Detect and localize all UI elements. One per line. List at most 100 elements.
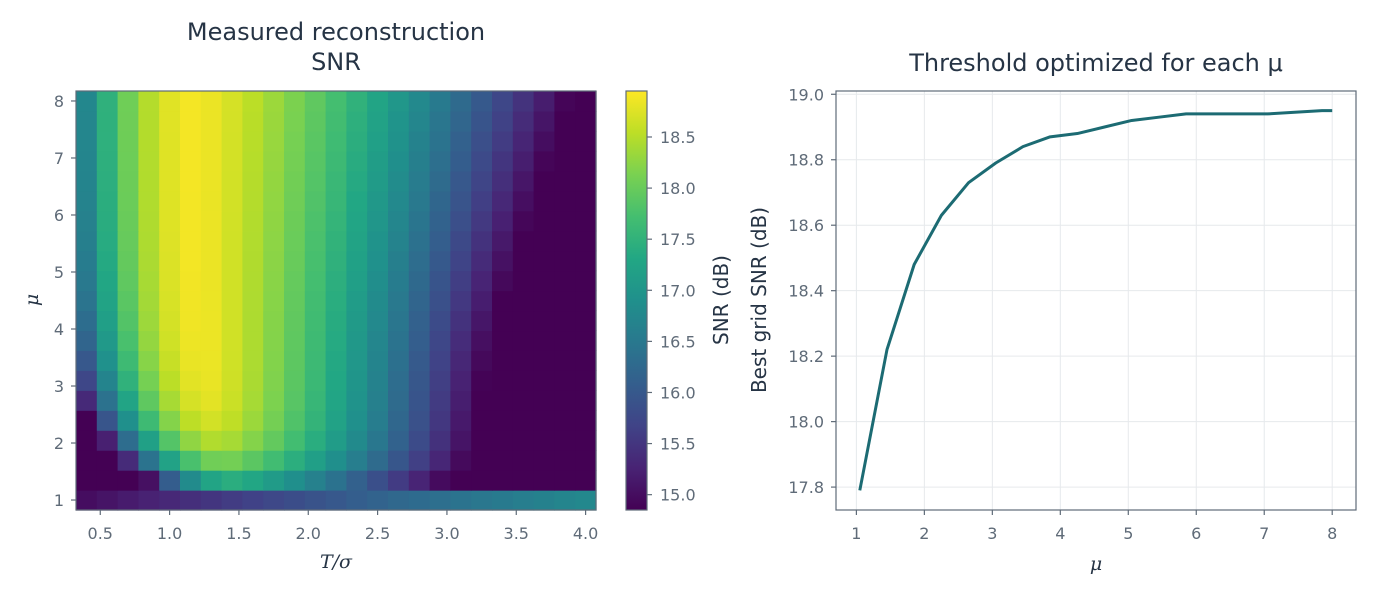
heatmap-cell xyxy=(450,270,472,292)
heatmap-cell xyxy=(96,190,119,212)
heatmap-cell xyxy=(554,130,576,152)
line-x-tick-label: 5 xyxy=(1123,524,1133,543)
heatmap-cell xyxy=(533,110,555,132)
line-x-tick-label: 2 xyxy=(919,524,929,543)
heatmap-cell xyxy=(575,230,597,252)
heatmap-cell xyxy=(492,110,514,132)
heatmap-cell xyxy=(575,310,597,332)
heatmap-cell xyxy=(429,350,451,371)
heatmap-cell xyxy=(117,330,139,351)
heatmap-cell xyxy=(325,170,347,192)
heatmap-cell xyxy=(325,390,347,411)
heatmap-cell xyxy=(159,91,181,112)
heatmap-cell xyxy=(304,490,327,511)
heatmap-cell xyxy=(138,270,160,292)
heatmap-cell xyxy=(284,290,306,312)
heatmap-cell xyxy=(450,350,472,371)
heatmap-cell xyxy=(96,350,119,371)
heatmap-cell xyxy=(76,230,98,252)
heatmap-cell xyxy=(263,450,285,471)
heatmap-cell xyxy=(200,270,223,292)
heatmap-cell xyxy=(575,470,597,491)
heatmap-cell xyxy=(159,110,181,132)
line-chart-x-axis-label: μ xyxy=(1090,553,1102,575)
heatmap-cell xyxy=(221,270,243,292)
heatmap-cell xyxy=(263,190,285,212)
heatmap-cell xyxy=(367,210,389,232)
heatmap-cell xyxy=(450,490,472,511)
heatmap-cell xyxy=(512,250,535,272)
heatmap-y-tick-label: 4 xyxy=(54,320,64,339)
line-x-tick-label: 1 xyxy=(851,524,861,543)
heatmap-cell xyxy=(408,410,431,431)
heatmap-cell xyxy=(159,210,181,232)
heatmap-cell xyxy=(138,210,160,232)
heatmap-cell xyxy=(408,350,431,371)
heatmap-cell xyxy=(263,290,285,312)
heatmap-cell xyxy=(96,390,119,411)
heatmap-x-tick-label: 4.0 xyxy=(573,524,598,543)
heatmap-cell xyxy=(471,410,493,431)
heatmap-cell xyxy=(138,370,160,391)
heatmap-cell xyxy=(429,210,451,232)
heatmap-cell xyxy=(263,350,285,371)
heatmap-cell xyxy=(263,490,285,511)
heatmap-cell xyxy=(512,150,535,172)
heatmap-cell xyxy=(367,450,389,471)
heatmap-cell xyxy=(533,230,555,252)
heatmap-cell xyxy=(346,150,368,172)
heatmap-cell xyxy=(492,450,514,471)
heatmap-cell xyxy=(450,210,472,232)
heatmap-cell xyxy=(76,390,98,411)
heatmap-cell xyxy=(284,430,306,451)
line-x-tick-label: 6 xyxy=(1191,524,1201,543)
heatmap-cell xyxy=(554,230,576,252)
heatmap-cell xyxy=(284,170,306,192)
heatmap-cell xyxy=(96,170,119,192)
line-chart-frame xyxy=(835,90,1357,511)
heatmap-cell xyxy=(450,230,472,252)
heatmap-cell xyxy=(117,210,139,232)
heatmap-cell xyxy=(117,130,139,152)
heatmap-cell xyxy=(96,210,119,232)
heatmap-cell xyxy=(263,250,285,272)
heatmap-cell xyxy=(429,130,451,152)
heatmap-cell xyxy=(512,370,535,391)
heatmap-cell xyxy=(138,470,160,491)
heatmap-cell xyxy=(512,270,535,292)
heatmap-panel: Measured reconstruction SNR 0.5 1.0 1.5 2.0… xyxy=(21,18,598,573)
heatmap-cell xyxy=(96,110,119,132)
heatmap-cell xyxy=(492,310,514,332)
line-x-tick-label: 3 xyxy=(987,524,997,543)
colorbar-tick-label: 18.5 xyxy=(660,128,696,147)
heatmap-cell xyxy=(554,270,576,292)
heatmap-cell xyxy=(221,250,243,272)
heatmap-cell xyxy=(304,370,327,391)
heatmap-y-axis-label: μ xyxy=(21,294,43,306)
heatmap-cell xyxy=(242,390,264,411)
heatmap-cell xyxy=(492,490,514,511)
heatmap-cell xyxy=(200,410,223,431)
heatmap-cell xyxy=(96,130,119,152)
colorbar-tick-label: 15.5 xyxy=(660,435,696,454)
heatmap-cell xyxy=(159,310,181,332)
heatmap-cell xyxy=(471,150,493,172)
heatmap-cell xyxy=(492,170,514,192)
heatmap-cell xyxy=(221,490,243,511)
heatmap-cell xyxy=(575,490,597,511)
heatmap-cell xyxy=(117,110,139,132)
line-y-tick-label: 18.4 xyxy=(788,282,824,301)
heatmap-cell xyxy=(575,430,597,451)
heatmap-cell xyxy=(242,430,264,451)
heatmap-y-tick-label: 6 xyxy=(54,206,64,225)
heatmap-cell xyxy=(533,430,555,451)
series-line-best-snr xyxy=(858,109,1333,491)
heatmap-cell xyxy=(471,250,493,272)
heatmap-cell xyxy=(450,150,472,172)
heatmap-cell xyxy=(533,390,555,411)
heatmap-cell xyxy=(367,410,389,431)
heatmap-x-axis-label: T/σ xyxy=(320,551,353,573)
heatmap-cell xyxy=(408,250,431,272)
heatmap-cell xyxy=(96,370,119,391)
heatmap-cell xyxy=(346,330,368,351)
